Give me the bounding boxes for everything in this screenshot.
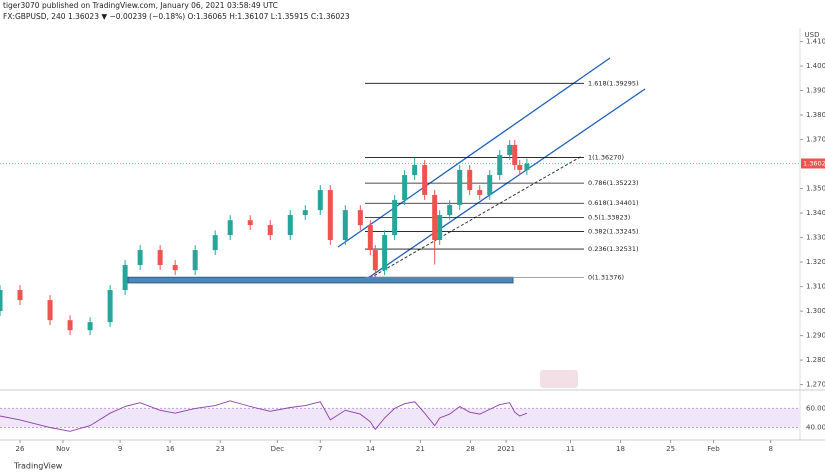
x-tick-label: 23: [216, 445, 225, 453]
candle-body: [357, 210, 363, 226]
candle-body: [122, 265, 128, 291]
candle-body: [227, 220, 233, 236]
fib-label: 1.618(1.39295): [588, 79, 639, 87]
symbol-line: FX:GBPUSD, 240 1.36023 ▼ −0.00239 (−0.18…: [3, 12, 350, 21]
candle-body: [87, 322, 93, 331]
fib-label: 1(1.36270): [588, 153, 624, 161]
channel-lower: [367, 88, 646, 279]
candle-body: [0, 290, 3, 312]
candle-body: [107, 290, 113, 323]
candle-body: [422, 165, 428, 195]
y-tick-label: 1.35000: [806, 185, 825, 193]
candle-body: [172, 265, 178, 271]
y-tick-label: 1.31000: [806, 283, 825, 291]
x-tick-label: Nov: [56, 445, 70, 453]
event-marker: [540, 370, 578, 388]
x-tick-label: 21: [416, 445, 425, 453]
candle-body: [507, 144, 513, 155]
y-tick-label: 1.41000: [806, 38, 825, 46]
y-tick-label: 1.32000: [806, 258, 825, 266]
y-tick-label: 1.28000: [806, 356, 825, 364]
last-price-label: 1.36023: [803, 159, 825, 167]
rsi-band: [0, 408, 800, 428]
candle-body: [137, 250, 143, 266]
x-tick-label: 2021: [497, 445, 515, 453]
rsi-line: [0, 400, 528, 432]
x-tick-label: Dec: [271, 445, 285, 453]
x-tick-label: 28: [466, 445, 475, 453]
x-tick-label: 26: [16, 445, 25, 453]
publisher-line: tiger3070 published on TradingView.com, …: [3, 1, 278, 10]
candle-body: [382, 235, 388, 271]
candle-body: [437, 215, 443, 241]
candle-body: [497, 154, 503, 176]
y-tick-label: 1.37000: [806, 136, 825, 144]
x-tick-label: 16: [166, 445, 175, 453]
candle-body: [212, 235, 218, 251]
candle-body: [367, 225, 373, 251]
support-zone: [127, 276, 514, 284]
rsi-tick-label: 40.00: [806, 423, 825, 431]
y-tick-label: 1.39000: [806, 87, 825, 95]
candle-body: [392, 200, 398, 236]
candle-body: [477, 190, 483, 195]
fib-label: 0.5(1.33823): [588, 213, 630, 221]
candle-body: [302, 210, 308, 216]
y-tick-label: 1.40000: [806, 62, 825, 70]
last-price-box: [801, 158, 825, 169]
fib-label: 0.618(1.34401): [588, 199, 639, 207]
candle-body: [327, 190, 333, 241]
x-tick-label: 25: [666, 445, 675, 453]
candle-body: [512, 144, 518, 166]
candle-body: [267, 225, 273, 236]
candle-body: [467, 169, 473, 191]
candle-body: [517, 165, 523, 170]
y-tick-label: 1.29000: [806, 332, 825, 340]
candle-body: [447, 204, 453, 216]
fib-label: 0.382(1.33245): [588, 228, 639, 236]
candle-body: [342, 210, 348, 241]
x-tick-label: 11: [566, 445, 575, 453]
y-tick-label: 1.27000: [806, 381, 825, 389]
y-tick-label: 1.34000: [806, 209, 825, 217]
trend-line: [369, 155, 583, 279]
candle-body: [487, 175, 493, 195]
fib-label: 0.236(1.32531): [588, 245, 639, 253]
fib-label: 0.786(1.35223): [588, 179, 639, 187]
x-tick-label: Feb: [707, 445, 720, 453]
candle-body: [317, 190, 323, 211]
candle-body: [457, 169, 463, 205]
rsi-tick-label: 60.00: [806, 404, 825, 412]
candle-body: [372, 250, 378, 271]
x-tick-label: 9: [118, 445, 122, 453]
candle-body: [17, 290, 23, 301]
candle-body: [247, 220, 253, 226]
brand: TradingView: [13, 462, 63, 471]
currency: USD: [805, 31, 820, 39]
y-tick-label: 1.33000: [806, 234, 825, 242]
x-tick-label: 18: [616, 445, 625, 453]
candle-body: [432, 194, 438, 241]
candle-body: [524, 163, 530, 170]
y-tick-label: 1.30000: [806, 307, 825, 315]
candle-body: [402, 175, 408, 201]
candle-body: [67, 320, 73, 331]
candle-body: [192, 250, 198, 271]
fib-label: 0(1.31376): [588, 273, 624, 281]
x-tick-label: 14: [366, 445, 375, 453]
candle-body: [287, 215, 293, 236]
channel-upper: [337, 57, 611, 248]
x-tick-label: 7: [318, 445, 322, 453]
candle-body: [47, 300, 53, 321]
y-tick-label: 1.38000: [806, 111, 825, 119]
candle-body: [157, 250, 163, 266]
x-tick-label: 8: [768, 445, 772, 453]
candle-body: [412, 165, 418, 176]
